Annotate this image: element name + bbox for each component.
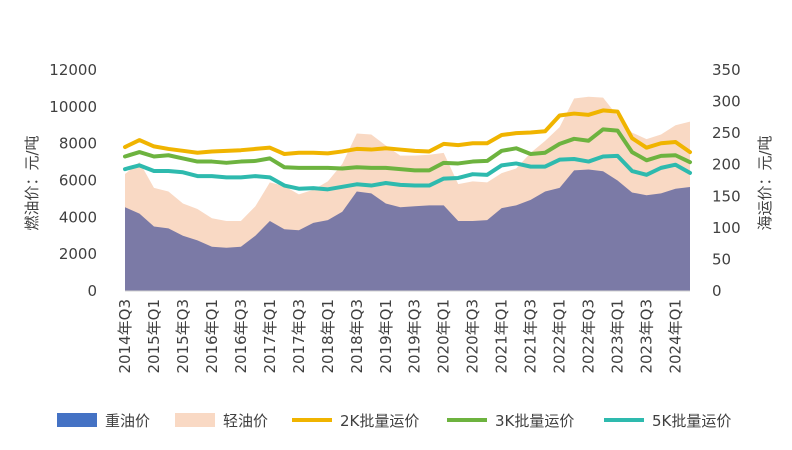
- y-right-tick-label: 300: [712, 93, 741, 111]
- x-tick-label: 2018年Q3: [348, 299, 366, 374]
- x-tick-label: 2023年Q1: [609, 299, 627, 374]
- x-tick-label: 2020年Q3: [464, 299, 482, 374]
- x-tick-label: 2019年Q3: [406, 299, 424, 374]
- legend-label-4: 5K批量运价: [652, 412, 731, 430]
- y-left-tick-label: 0: [87, 282, 97, 300]
- x-tick-label: 2022年Q1: [551, 299, 569, 374]
- y-right-tick-label: 100: [712, 219, 741, 237]
- x-tick-label: 2015年Q3: [174, 299, 192, 374]
- legend-swatch-0: [57, 413, 97, 427]
- y-right-tick-label: 200: [712, 156, 741, 174]
- x-tick-label: 2021年Q1: [493, 299, 511, 374]
- line-layer: [123, 108, 692, 192]
- area-series-0: [125, 169, 690, 291]
- legend-swatch-1: [175, 413, 215, 427]
- x-tick-label: 2014年Q3: [116, 299, 134, 374]
- y-axis-left: 0 2000 4000 6000 8000 10000 12000: [49, 61, 97, 300]
- y-right-tick-label: 350: [712, 61, 741, 79]
- y-left-tick-label: 4000: [59, 208, 97, 226]
- x-tick-label: 2022年Q3: [580, 299, 598, 374]
- area-layer: [125, 96, 690, 292]
- x-tick-label: 2015年Q1: [145, 299, 163, 374]
- legend-label-3: 3K批量运价: [495, 412, 574, 430]
- x-tick-label: 2020年Q1: [435, 299, 453, 374]
- y-left-tick-label: 12000: [49, 61, 97, 79]
- line-series-4: [123, 153, 692, 192]
- legend-label-0: 重油价: [105, 412, 150, 430]
- y-axis-right-title: 海运价：元/吨: [756, 135, 774, 230]
- x-tick-label: 2024年Q1: [667, 299, 685, 374]
- x-tick-label: 2016年Q1: [203, 299, 221, 374]
- line-series-3: [123, 127, 692, 173]
- line-series-2: [123, 108, 692, 156]
- x-tick-label: 2017年Q1: [261, 299, 279, 374]
- y-left-tick-label: 2000: [59, 245, 97, 263]
- x-tick-label: 2018年Q1: [319, 299, 337, 374]
- x-axis: 2014年Q3 2015年Q1 2015年Q3 2016年Q1 2016年Q3 2017年…: [116, 299, 685, 374]
- x-tick-label: 2016年Q3: [232, 299, 250, 374]
- y-left-tick-label: 10000: [49, 98, 97, 116]
- y-right-tick-label: 150: [712, 187, 741, 205]
- x-tick-label: 2021年Q3: [522, 299, 540, 374]
- y-axis-left-title: 燃油价：元/吨: [23, 135, 41, 230]
- y-right-tick-label: 0: [712, 282, 722, 300]
- x-tick-label: 2019年Q1: [377, 299, 395, 374]
- y-right-tick-label: 50: [712, 250, 731, 268]
- y-axis-right: 0 50 100 150 200 250 300 350: [712, 61, 741, 300]
- x-tick-label: 2017年Q3: [290, 299, 308, 374]
- legend-label-2: 2K批量运价: [340, 412, 419, 430]
- y-left-tick-label: 8000: [59, 135, 97, 153]
- legend: 重油价 轻油价 2K批量运价 3K批量运价 5K批量运价: [57, 412, 731, 430]
- legend-label-1: 轻油价: [223, 412, 268, 430]
- x-tick-label: 2023年Q3: [638, 299, 656, 374]
- y-right-tick-label: 250: [712, 124, 741, 142]
- y-left-tick-label: 6000: [59, 172, 97, 190]
